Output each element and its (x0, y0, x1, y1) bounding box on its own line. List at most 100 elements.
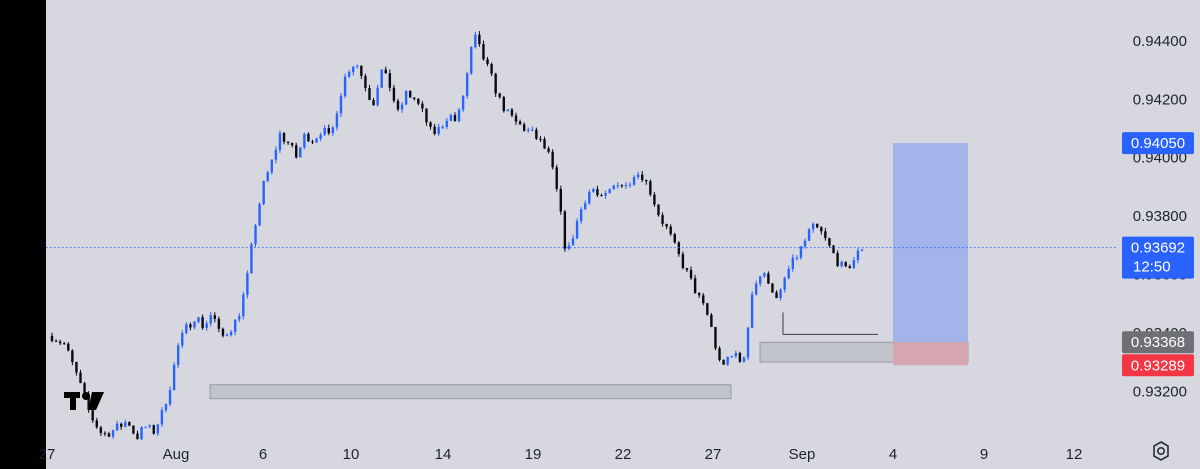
candle-body (343, 76, 347, 96)
candle-body (185, 324, 188, 333)
candle-body (567, 245, 571, 249)
candle-body (372, 99, 375, 106)
candle-body (783, 278, 786, 290)
candle-body (242, 294, 245, 317)
tradingview-logo[interactable] (64, 392, 104, 410)
candle-body (852, 260, 856, 269)
candle-body (429, 122, 432, 127)
candle-body (388, 73, 392, 88)
candle-body (730, 356, 733, 358)
target-price-tag-bg (1122, 132, 1194, 155)
candle-body (514, 115, 518, 122)
candle-body (295, 145, 298, 158)
candle-body (547, 148, 550, 152)
candle-body (303, 133, 306, 148)
candle-body (575, 221, 579, 239)
candle-body (714, 326, 717, 349)
candle-body (164, 404, 168, 411)
x-tick-label: 22 (615, 446, 632, 463)
candle-body (282, 133, 286, 142)
candle-body (836, 253, 839, 266)
candle-body (67, 343, 70, 351)
candle-body (498, 93, 501, 98)
current-price-tag-bg (1122, 236, 1194, 279)
candle-body (323, 127, 326, 135)
candle-body (828, 238, 831, 246)
candle-body (425, 108, 428, 123)
target-price-tag-value: 0.94050 (1131, 135, 1185, 152)
candle-body (645, 180, 648, 182)
candle-body (408, 90, 412, 98)
candle-body (79, 372, 82, 384)
candle-body (754, 283, 758, 295)
candle-body (380, 69, 383, 88)
candle-body (107, 433, 111, 437)
candle-body (262, 180, 265, 205)
candle-body (608, 189, 611, 194)
x-tick-label: 4 (889, 446, 897, 463)
candles-layer (50, 31, 864, 441)
candle-body (848, 266, 851, 269)
candle-body (738, 352, 742, 362)
settings-gear-icon[interactable] (1150, 440, 1172, 462)
candle-body (233, 319, 237, 332)
candle-body (779, 289, 782, 299)
candle-body (193, 321, 196, 328)
candle-body (168, 390, 172, 405)
candle-body (136, 433, 139, 440)
candle-body (54, 340, 58, 342)
candle-body (510, 109, 514, 116)
candle-body (75, 361, 78, 373)
x-tick-label: Sep (789, 446, 816, 463)
x-tick-label: Aug (163, 446, 190, 463)
candle-body (478, 34, 481, 45)
lines-layer (46, 247, 1118, 335)
candle-body (787, 269, 790, 279)
current-price-tag-value: 0.93692 (1131, 240, 1185, 257)
candle-body (266, 172, 269, 181)
candle-body (596, 189, 599, 196)
candle-body (535, 129, 538, 139)
candle-body (661, 215, 664, 224)
candle-body (246, 273, 249, 295)
candle-body (356, 65, 359, 67)
candle-body (522, 124, 526, 131)
candle-body (844, 261, 847, 267)
candle-body (474, 34, 477, 48)
candle-body (258, 204, 261, 226)
y-tick-label: 0.93800 (1133, 208, 1187, 225)
candle-body (816, 223, 819, 228)
candle-body (604, 193, 607, 196)
candle-body (87, 394, 90, 410)
target-price-tag: 0.94050 (1122, 132, 1194, 155)
candle-body (299, 147, 302, 158)
candle-body (441, 126, 444, 128)
candle-body (132, 425, 135, 434)
candle-body (628, 184, 632, 186)
candle-body (278, 133, 282, 150)
candle-body (616, 185, 619, 187)
candle-body (486, 59, 489, 65)
candle-body (148, 425, 151, 427)
candle-body (140, 427, 143, 440)
stop-loss-zone (893, 342, 968, 366)
candle-body (144, 426, 147, 428)
take-profit-zone (893, 143, 968, 343)
entry-price-tag: 0.93368 (1122, 331, 1194, 354)
candle-body (563, 211, 567, 249)
y-tick-label: 0.93200 (1133, 383, 1187, 400)
candle-body (315, 138, 318, 143)
candle-body (482, 44, 485, 60)
candle-body (176, 345, 180, 365)
candle-body (490, 64, 493, 74)
y-tick-label: 0.94400 (1133, 33, 1187, 50)
candle-body (669, 226, 672, 235)
candle-body (376, 87, 379, 106)
candle-body (763, 273, 766, 277)
candle-body (201, 317, 204, 328)
candle-body (95, 420, 98, 428)
candle-body (807, 229, 811, 241)
candle-body (205, 323, 208, 328)
candle-body (213, 315, 217, 319)
